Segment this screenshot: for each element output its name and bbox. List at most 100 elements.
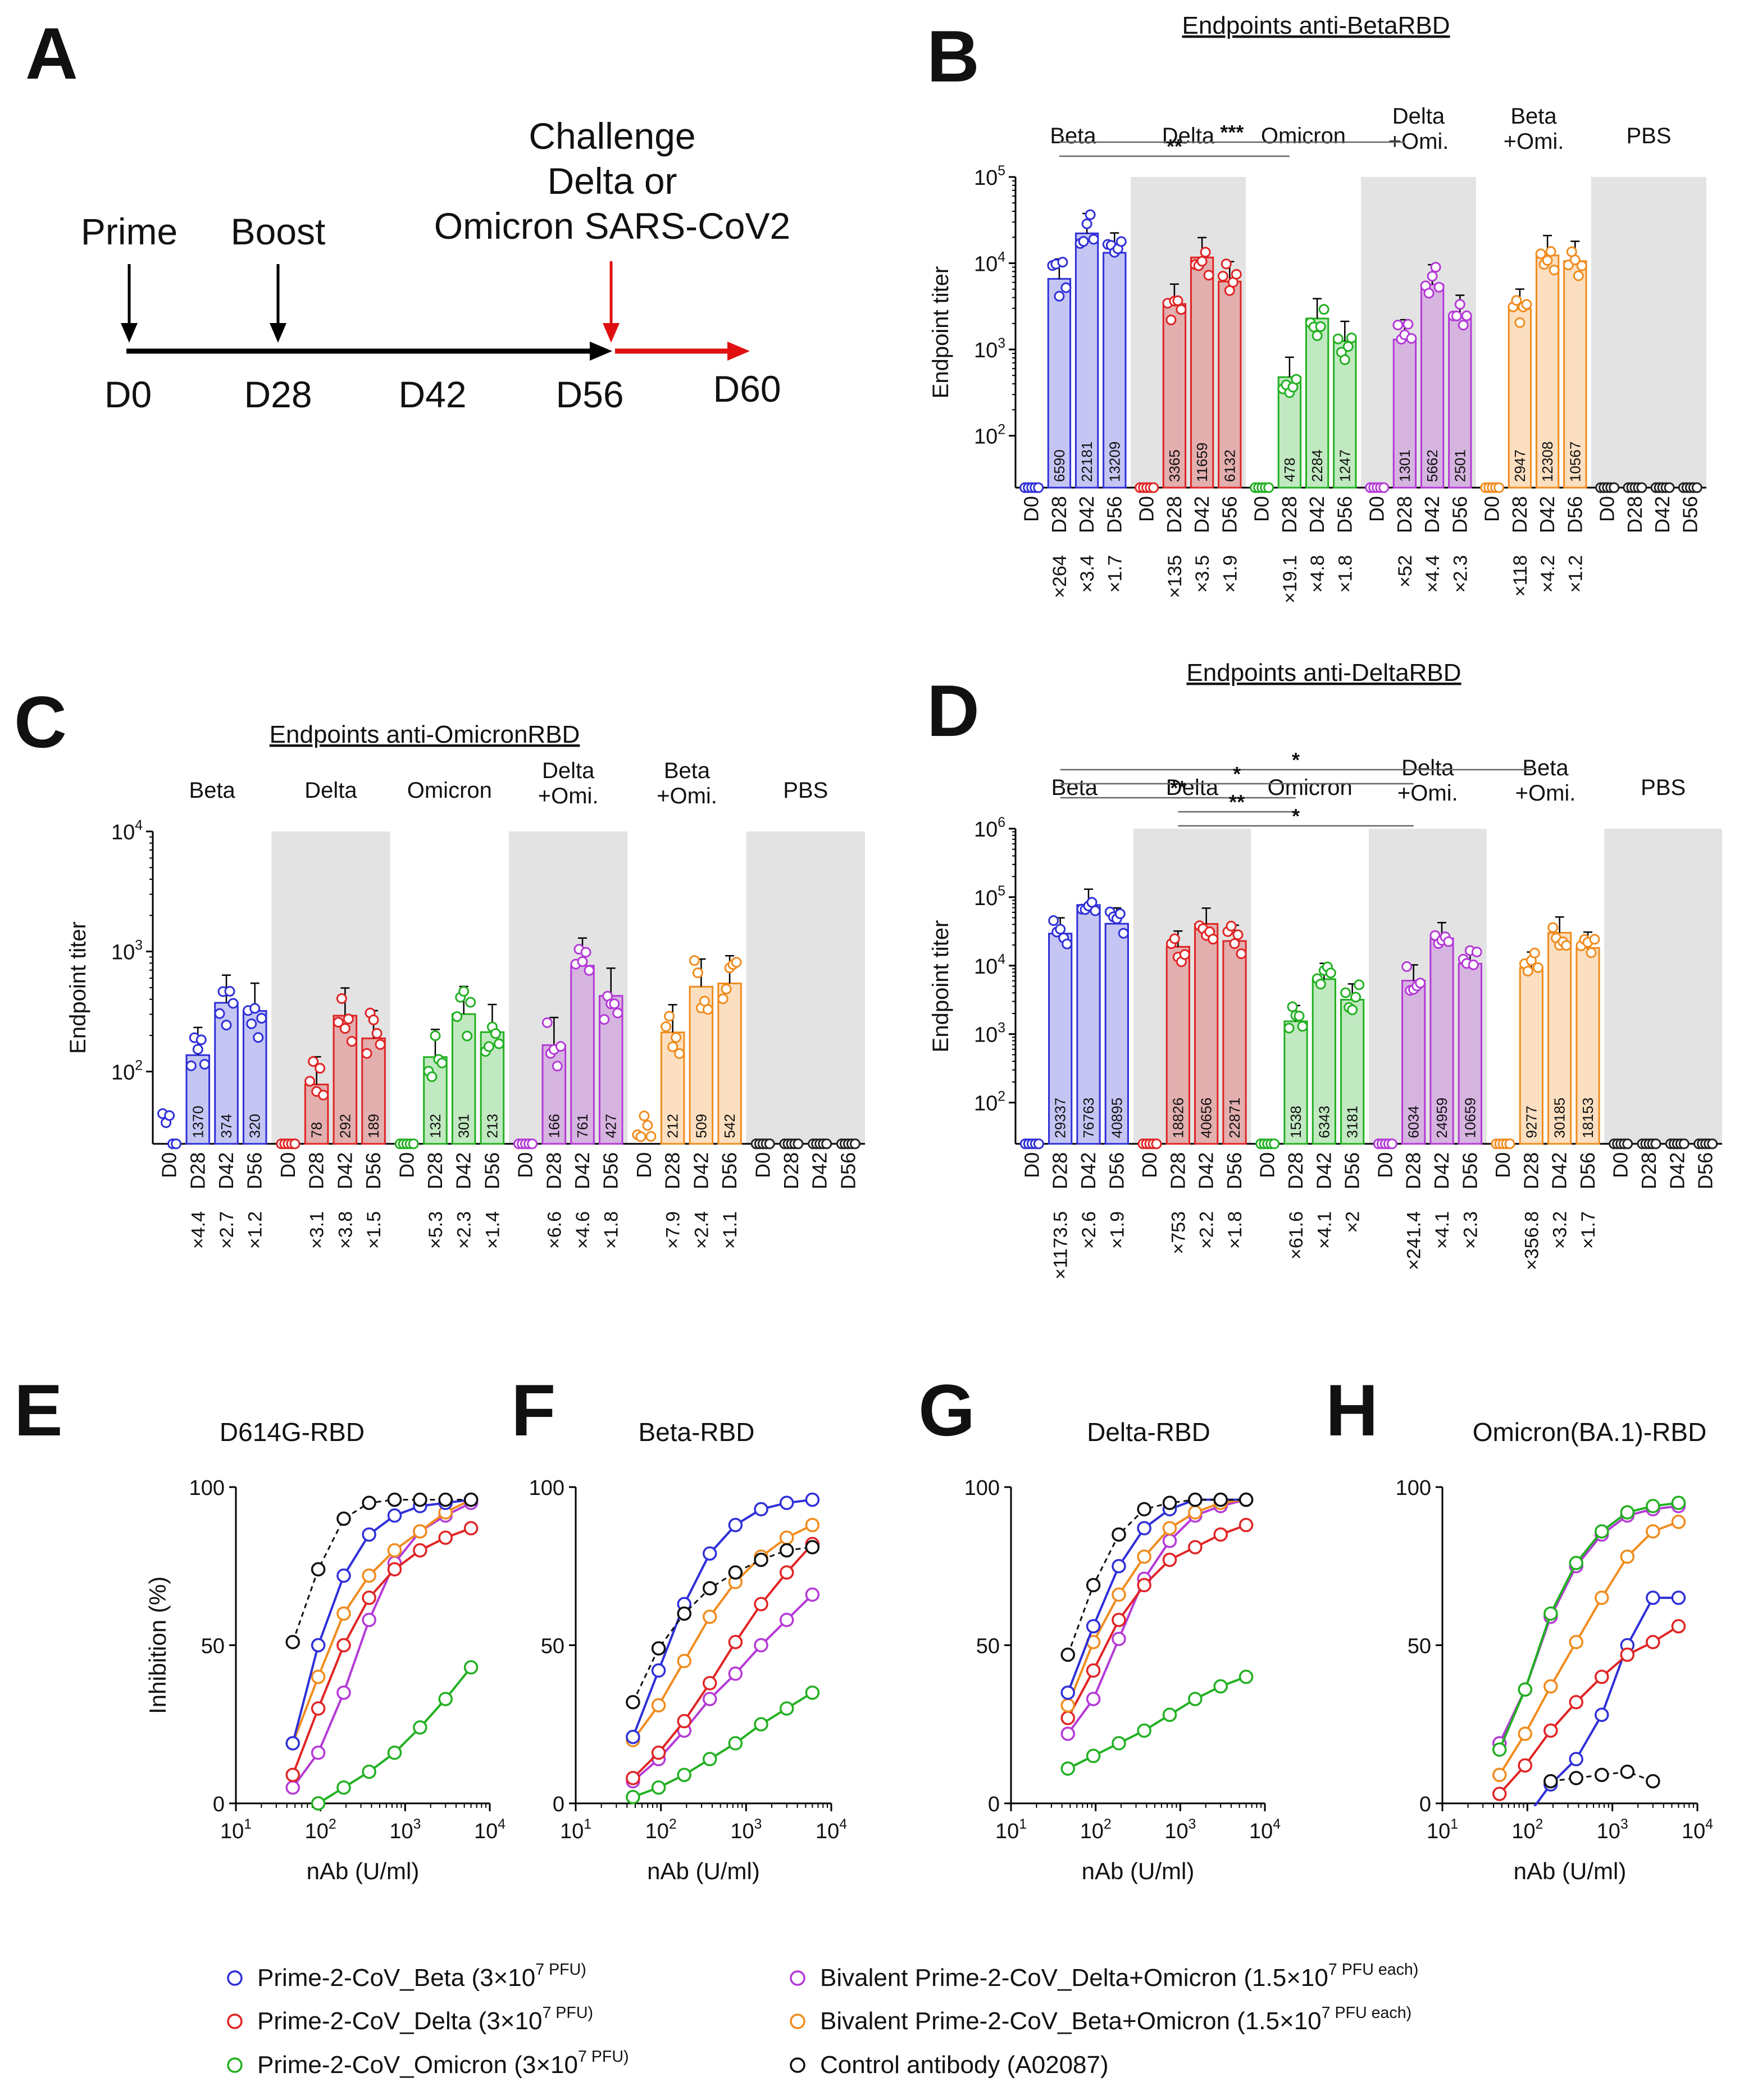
x-tick-label: D42 [1665, 1152, 1688, 1189]
x-tick-label: D28 [1163, 496, 1186, 533]
data-point [1650, 1138, 1661, 1149]
x-tick-label: D56 [1458, 1152, 1481, 1189]
data-point [541, 1017, 553, 1028]
bar-value-label: 6034 [1405, 1106, 1422, 1138]
challenge-label-2: Delta or [547, 160, 677, 202]
data-point [1048, 915, 1059, 926]
legend-marker [790, 1970, 805, 1986]
data-point [651, 1780, 666, 1795]
y-tick-label: 100 [1396, 1476, 1431, 1500]
x-tick-label: D42 [1077, 1152, 1100, 1189]
data-point [285, 1767, 300, 1783]
fold-change-label: ×4.4 [1422, 555, 1444, 593]
x-tick-label: 103 [1597, 1817, 1628, 1843]
data-point [1342, 341, 1354, 352]
data-point [805, 1517, 820, 1533]
data-point [552, 1061, 563, 1072]
data-point [1569, 1556, 1583, 1570]
data-point [164, 1110, 175, 1121]
data-point [285, 1736, 300, 1751]
data-point [674, 1048, 685, 1059]
data-point [1315, 321, 1326, 332]
data-point [779, 1530, 794, 1545]
chart-title: Omicron(BA.1)-RBD [1473, 1417, 1707, 1447]
x-tick-label: 101 [560, 1817, 591, 1843]
data-point [805, 1685, 820, 1700]
data-point [779, 1612, 794, 1628]
tp-d28: D28 [244, 374, 312, 415]
bar-value-label: 13209 [1106, 442, 1123, 482]
group-label: Delta [1401, 756, 1454, 780]
data-point [430, 1030, 441, 1042]
data-point [1112, 1587, 1126, 1602]
data-point [1569, 1635, 1583, 1649]
bar-value-label: 3365 [1166, 449, 1183, 482]
data-point [463, 1521, 479, 1535]
data-point [465, 997, 476, 1008]
data-point [1291, 374, 1302, 385]
data-point [1086, 1748, 1101, 1763]
fold-change-label: ×61.6 [1286, 1211, 1307, 1260]
data-point [362, 1590, 376, 1605]
data-point [249, 1003, 261, 1014]
data-point [438, 1530, 453, 1545]
y-tick-label: 105 [974, 163, 1005, 190]
data-point [702, 1581, 717, 1596]
x-tick-label: 102 [1080, 1817, 1112, 1843]
group-label: Delta [304, 778, 357, 803]
data-point [1162, 1533, 1177, 1548]
legend-marker [227, 1970, 243, 1986]
x-tick-label: 101 [995, 1817, 1027, 1843]
fold-change-label: ×2.7 [216, 1211, 238, 1249]
data-point [1595, 1670, 1609, 1684]
data-point [1569, 254, 1581, 266]
bar [1194, 923, 1219, 1145]
data-point [311, 1638, 326, 1653]
data-point [1543, 1723, 1558, 1738]
series-line [1498, 1504, 1679, 1744]
fold-change-label: ×3.1 [307, 1211, 328, 1249]
data-point [1315, 979, 1326, 990]
bar-value-label: 78 [308, 1122, 325, 1138]
data-point [1165, 314, 1177, 325]
data-point [1057, 257, 1068, 268]
data-point [1589, 934, 1600, 945]
data-point [1114, 908, 1126, 920]
bar-value-label: 1538 [1287, 1106, 1304, 1138]
bar-value-label: 1370 [189, 1106, 206, 1138]
y-axis-label: Endpoint titer [928, 266, 953, 399]
boost-arrowhead [270, 323, 286, 343]
bar-value-label: 1247 [1336, 449, 1353, 482]
x-tick-label: 103 [1164, 1817, 1196, 1843]
significance-stars: * [1292, 748, 1300, 771]
data-point [1468, 959, 1479, 970]
chart-title: Delta-RBD [1087, 1417, 1210, 1447]
data-point [311, 1701, 326, 1716]
fold-change-label: ×4.1 [1432, 1211, 1453, 1249]
prime-arrowhead [121, 323, 138, 343]
data-point [645, 1131, 657, 1142]
data-point [721, 983, 732, 994]
bar-value-label: 30185 [1551, 1098, 1568, 1138]
data-point [635, 1131, 646, 1142]
data-point [731, 957, 742, 968]
data-point [1586, 947, 1597, 958]
data-point [1461, 310, 1472, 321]
bar [1047, 278, 1072, 489]
data-point [1162, 1496, 1177, 1510]
x-tick-label: D28 [1048, 496, 1071, 533]
data-point [408, 1138, 419, 1149]
bar-value-label: 24959 [1433, 1098, 1450, 1138]
data-point [1549, 265, 1560, 276]
bar-value-label: 6132 [1221, 449, 1238, 482]
fold-change-label: ×1.5 [363, 1211, 385, 1249]
bar [1048, 933, 1073, 1145]
data-point [1569, 1771, 1583, 1785]
fold-change-label: ×3.5 [1192, 555, 1213, 593]
data-point [1162, 1552, 1177, 1567]
x-tick-label: 104 [1249, 1817, 1281, 1843]
data-point [779, 1565, 794, 1580]
group-label: +Omi. [1504, 129, 1564, 154]
data-point [304, 1076, 316, 1087]
bar [1074, 232, 1099, 489]
